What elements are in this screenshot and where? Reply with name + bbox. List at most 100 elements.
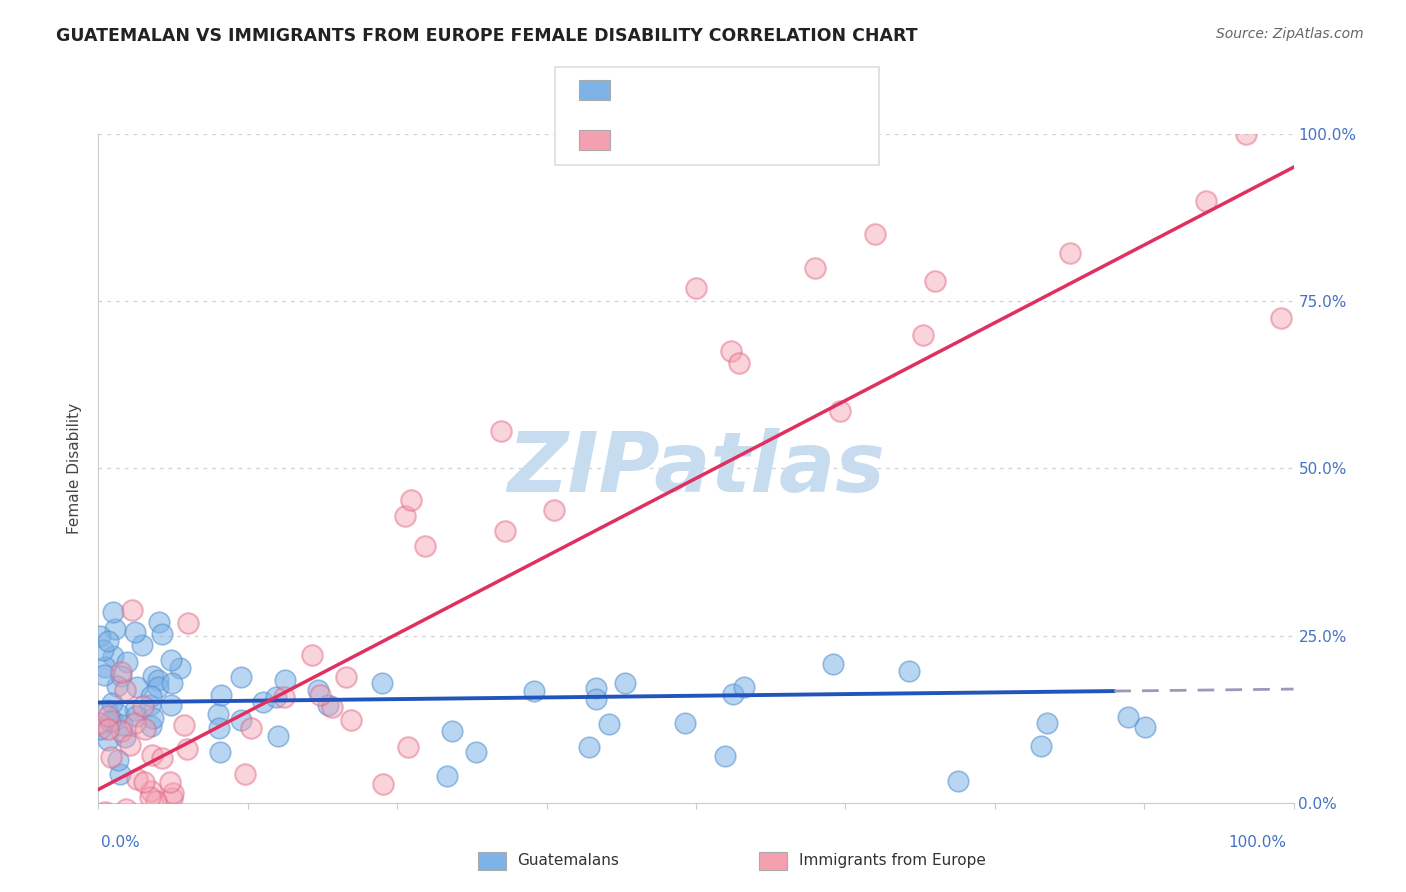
Point [127, 772, 149, 786]
Point [139, 689, 162, 703]
Point [97, 634, 120, 648]
Point [97, 709, 120, 723]
Point [924, 274, 946, 288]
Point [87, 822, 110, 837]
Point [733, 681, 755, 695]
Point [1270, 310, 1292, 325]
Point [145, 794, 167, 808]
Point [394, 509, 416, 524]
Y-axis label: Female Disability: Female Disability [67, 402, 83, 534]
Point [139, 784, 162, 798]
Text: R = 0.790   N = 65: R = 0.790 N = 65 [624, 133, 769, 147]
Point [146, 680, 169, 694]
Point [239, 721, 262, 735]
Text: Immigrants from Europe: Immigrants from Europe [799, 854, 986, 868]
Point [494, 524, 516, 539]
Point [399, 492, 422, 507]
Point [224, 830, 246, 844]
Point [115, 802, 138, 816]
Point [173, 717, 195, 731]
Point [142, 711, 165, 725]
Point [1234, 127, 1257, 141]
Point [912, 328, 935, 343]
Point [120, 738, 142, 752]
Text: R = 0.043   N = 76: R = 0.043 N = 76 [624, 83, 769, 97]
Point [721, 687, 744, 701]
Point [110, 665, 132, 680]
Point [101, 648, 124, 663]
Point [108, 767, 131, 781]
Point [132, 829, 155, 843]
Point [440, 723, 463, 738]
Point [125, 709, 148, 723]
Point [897, 664, 920, 678]
Point [340, 714, 363, 728]
Text: 0.0%: 0.0% [101, 836, 141, 850]
Point [124, 625, 146, 640]
Point [685, 281, 707, 295]
Point [169, 830, 191, 844]
Point [121, 602, 143, 616]
Point [321, 700, 343, 714]
Point [131, 638, 153, 652]
Point [176, 742, 198, 756]
Point [464, 745, 486, 759]
Point [142, 668, 165, 682]
Point [274, 673, 297, 687]
Point [1195, 194, 1218, 209]
Point [1031, 739, 1053, 753]
Point [150, 815, 173, 830]
Point [134, 722, 156, 736]
Point [373, 777, 395, 791]
Point [159, 775, 181, 789]
Point [98, 714, 121, 728]
Point [107, 753, 129, 767]
Point [124, 703, 146, 717]
Point [101, 830, 124, 844]
Point [578, 740, 600, 755]
Point [97, 722, 120, 736]
Point [127, 830, 149, 844]
Point [585, 681, 607, 695]
Point [132, 775, 155, 789]
Point [91, 830, 114, 844]
Point [1036, 716, 1059, 731]
Point [124, 716, 146, 731]
Point [1133, 720, 1156, 734]
Point [209, 745, 232, 759]
Point [1116, 710, 1139, 724]
Point [105, 679, 128, 693]
Point [267, 730, 290, 744]
Point [160, 653, 183, 667]
Point [229, 670, 252, 684]
Point [673, 716, 696, 731]
Point [150, 626, 173, 640]
Point [371, 676, 394, 690]
Point [146, 673, 169, 688]
Point [110, 723, 132, 738]
Point [863, 227, 887, 242]
Point [273, 690, 295, 704]
Point [87, 809, 110, 823]
Text: Guatemalans: Guatemalans [517, 854, 619, 868]
Point [162, 786, 184, 800]
Point [713, 749, 735, 764]
Point [139, 698, 162, 712]
Point [728, 355, 751, 369]
Point [489, 424, 512, 438]
Point [89, 723, 111, 737]
Point [598, 716, 620, 731]
Point [115, 655, 138, 669]
Point [169, 660, 191, 674]
Point [160, 698, 183, 713]
Point [111, 718, 134, 732]
Point [207, 706, 229, 721]
Point [114, 683, 136, 698]
Point [97, 732, 120, 747]
Point [101, 605, 124, 619]
Point [233, 766, 256, 780]
Point [148, 615, 170, 630]
Point [127, 830, 149, 844]
Point [823, 657, 845, 671]
Point [125, 681, 148, 695]
